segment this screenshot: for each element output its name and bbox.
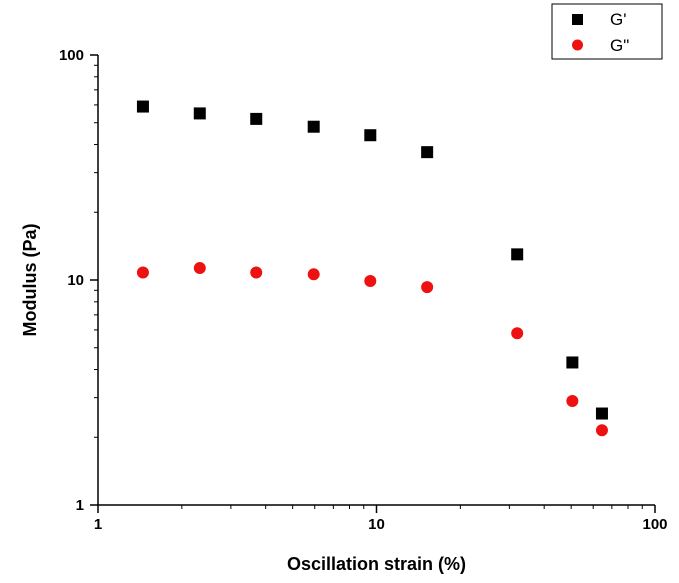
x-axis-title: Oscillation strain (%) bbox=[287, 554, 466, 574]
legend-box bbox=[551, 3, 663, 60]
data-point bbox=[566, 394, 579, 407]
plot-frame bbox=[97, 55, 655, 506]
y-tick-label: 100 bbox=[59, 47, 84, 64]
y-axis-title: Modulus (Pa) bbox=[20, 224, 40, 337]
data-point bbox=[250, 266, 263, 279]
x-tick-label: 100 bbox=[642, 516, 667, 533]
data-point bbox=[364, 129, 377, 142]
legend-label-g-double-prime: G" bbox=[610, 36, 629, 55]
data-point bbox=[193, 262, 206, 275]
data-point bbox=[566, 356, 579, 369]
data-point bbox=[364, 274, 377, 287]
legend-marker-g-double-prime bbox=[572, 39, 583, 51]
axis-ticks: 1 10 100 1 10 100 bbox=[59, 47, 668, 533]
data-marks bbox=[136, 100, 608, 437]
x-tick-label: 1 bbox=[94, 516, 102, 533]
data-point bbox=[511, 248, 524, 261]
data-point bbox=[595, 407, 608, 420]
series-g-prime bbox=[136, 100, 608, 420]
data-point bbox=[250, 112, 263, 125]
data-point bbox=[307, 268, 320, 281]
x-tick-label: 10 bbox=[368, 516, 385, 533]
y-tick-label: 10 bbox=[67, 272, 84, 289]
data-point bbox=[421, 146, 434, 159]
data-point bbox=[193, 107, 206, 120]
data-point bbox=[421, 281, 434, 294]
series-g-double-prime bbox=[136, 262, 608, 437]
y-tick-label: 1 bbox=[76, 497, 84, 514]
data-point bbox=[307, 120, 320, 133]
data-point bbox=[595, 424, 608, 437]
legend: G' G" bbox=[551, 3, 663, 60]
legend-label-g-prime: G' bbox=[610, 10, 626, 29]
legend-marker-g-prime bbox=[572, 14, 583, 25]
data-point bbox=[511, 327, 524, 340]
data-point bbox=[136, 100, 149, 113]
data-point bbox=[136, 266, 149, 279]
